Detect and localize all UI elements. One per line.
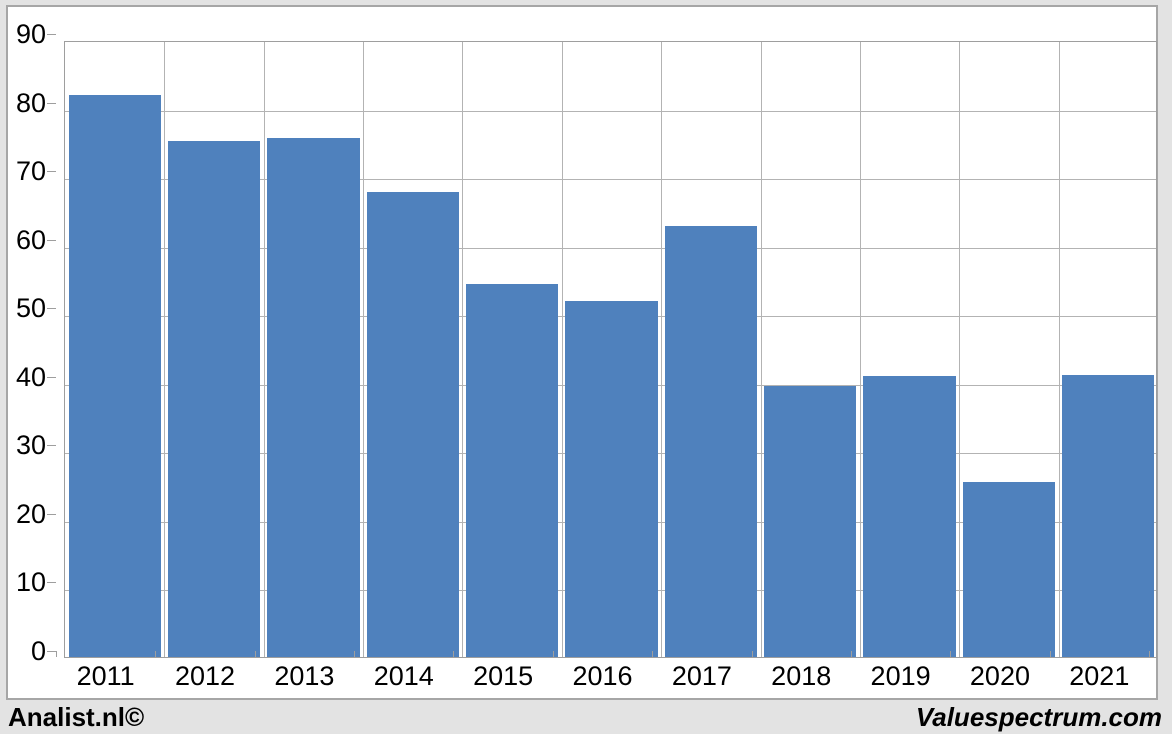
y-axis-tick bbox=[47, 34, 56, 35]
gridline-vertical bbox=[462, 42, 463, 657]
x-axis-tick bbox=[1149, 651, 1150, 657]
y-axis-tick bbox=[47, 102, 56, 104]
bar-2013 bbox=[267, 138, 360, 657]
bar-2019 bbox=[863, 375, 956, 657]
y-axis-label: 0 bbox=[30, 636, 46, 666]
gridline-vertical bbox=[661, 42, 662, 657]
bar-2015 bbox=[465, 284, 559, 657]
x-axis-label: 2012 bbox=[175, 661, 236, 691]
x-axis-label: 2019 bbox=[870, 661, 931, 691]
y-axis-label: 20 bbox=[15, 498, 46, 529]
x-axis-tick bbox=[255, 651, 256, 657]
x-axis-label: 2021 bbox=[1069, 661, 1130, 691]
y-axis-label: 60 bbox=[15, 224, 46, 255]
x-axis-tick bbox=[950, 651, 951, 657]
x-axis-tick bbox=[652, 651, 653, 657]
y-axis-tick bbox=[47, 651, 56, 652]
y-axis-tick bbox=[47, 513, 56, 515]
x-axis-tick bbox=[56, 651, 57, 657]
y-axis-label: 80 bbox=[15, 87, 46, 118]
x-axis-tick bbox=[851, 651, 852, 657]
x-axis-label: 2018 bbox=[771, 661, 832, 691]
x-axis-tick bbox=[155, 651, 156, 657]
x-axis-label: 2014 bbox=[373, 661, 434, 691]
x-axis-label: 2017 bbox=[671, 661, 732, 691]
gridline-vertical bbox=[363, 42, 364, 657]
bar-2012 bbox=[167, 140, 261, 657]
x-axis-tick bbox=[752, 651, 753, 657]
x-axis-label: 2020 bbox=[969, 661, 1030, 691]
y-axis-label: 40 bbox=[15, 361, 46, 392]
gridline-vertical bbox=[860, 42, 861, 657]
y-axis-tick bbox=[47, 171, 56, 173]
y-axis-tick bbox=[47, 308, 56, 310]
bar-2017 bbox=[664, 226, 758, 657]
gridline-horizontal bbox=[65, 110, 1156, 112]
y-axis-tick bbox=[47, 376, 56, 378]
x-axis-label: 2015 bbox=[473, 661, 534, 691]
x-axis-label: 2016 bbox=[572, 661, 633, 691]
y-axis-tick bbox=[47, 582, 56, 584]
bar-2018 bbox=[764, 385, 857, 657]
x-axis-label: 2011 bbox=[76, 661, 135, 691]
bar-2014 bbox=[366, 192, 459, 657]
y-axis-label: 30 bbox=[15, 430, 46, 461]
gridline-vertical bbox=[959, 42, 960, 657]
bar-2021 bbox=[1062, 374, 1155, 657]
gridline-vertical bbox=[1059, 42, 1060, 657]
gridline-vertical bbox=[264, 42, 265, 657]
gridline-horizontal bbox=[65, 179, 1156, 181]
chart-panel bbox=[6, 5, 1158, 700]
y-axis-label: 10 bbox=[15, 567, 46, 598]
x-axis-tick bbox=[354, 651, 355, 657]
y-axis-tick bbox=[47, 445, 56, 447]
x-axis-tick bbox=[1050, 651, 1051, 657]
gridline-vertical bbox=[562, 42, 563, 657]
y-axis-label: 50 bbox=[15, 293, 46, 324]
y-axis-tick bbox=[47, 239, 56, 241]
x-axis-label: 2013 bbox=[274, 661, 335, 691]
bar-2016 bbox=[565, 300, 658, 657]
bar-2020 bbox=[962, 482, 1056, 657]
gridline-horizontal bbox=[65, 247, 1156, 249]
y-axis-label: 90 bbox=[15, 19, 46, 49]
y-axis-label: 70 bbox=[15, 156, 46, 187]
footer-left-brand: Analist.nl© bbox=[8, 702, 145, 732]
x-axis-tick bbox=[453, 651, 454, 657]
gridline-vertical bbox=[761, 42, 762, 657]
plot-area bbox=[64, 41, 1157, 658]
footer-right-brand: Valuespectrum.com bbox=[915, 702, 1162, 732]
bar-2011 bbox=[68, 94, 161, 657]
gridline-vertical bbox=[164, 42, 165, 657]
x-axis-tick bbox=[553, 651, 554, 657]
